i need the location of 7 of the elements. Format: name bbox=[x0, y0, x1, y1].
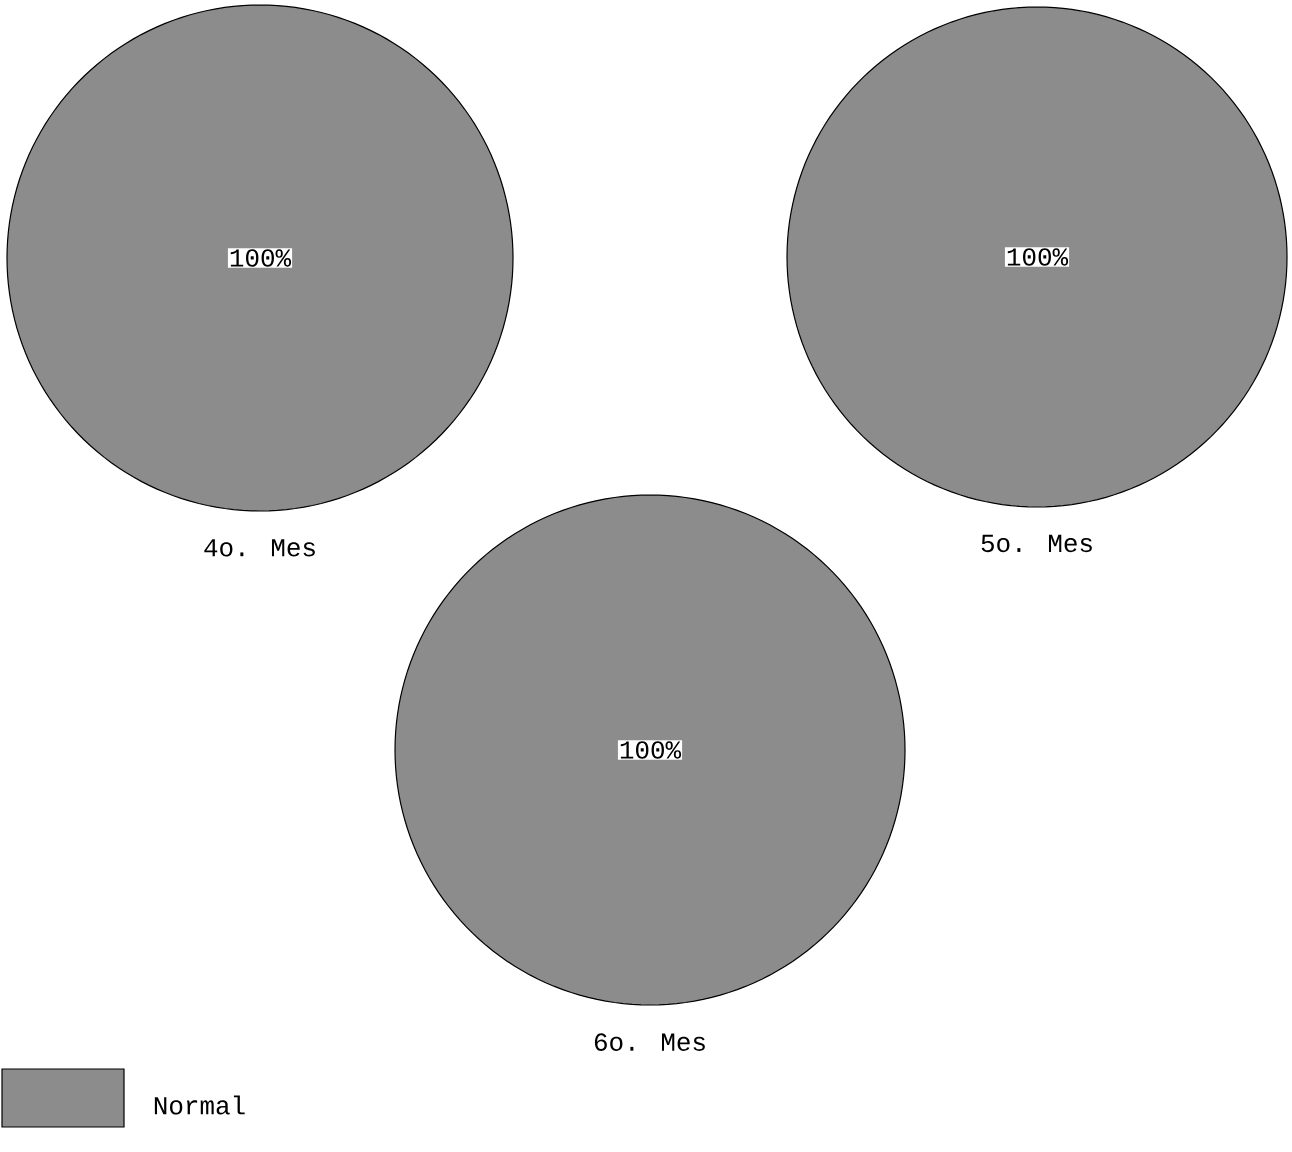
text: 6o. Mes bbox=[594, 1033, 705, 1051]
data-label: 100% bbox=[230, 249, 292, 267]
text: 4o. Mes bbox=[204, 539, 315, 557]
data-label: 100% bbox=[1007, 248, 1069, 266]
text: 5o. Mes bbox=[981, 534, 1092, 553]
legend-label: Normal bbox=[154, 1095, 245, 1115]
data-label: 100% bbox=[620, 741, 682, 759]
